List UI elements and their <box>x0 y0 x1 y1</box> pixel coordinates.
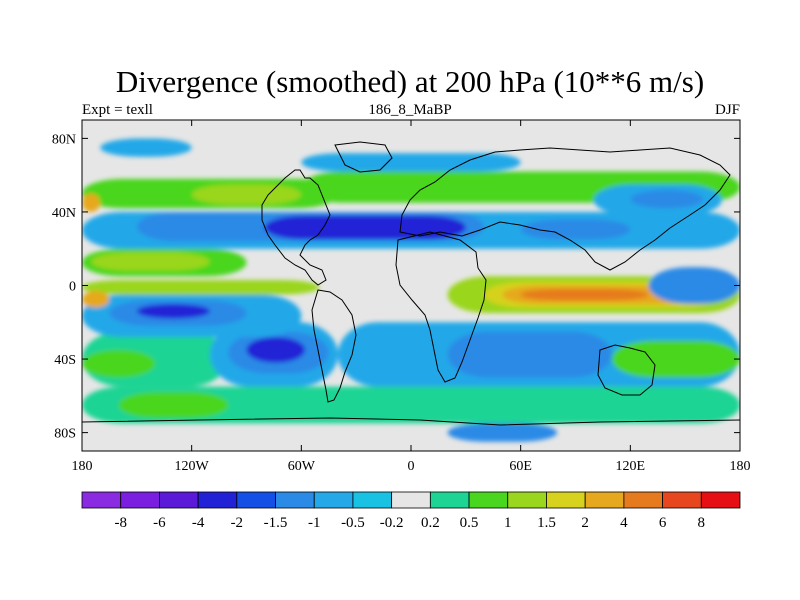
field-region-22 <box>301 153 521 172</box>
africa-outline <box>395 231 487 383</box>
colorbar-label: -8 <box>114 515 127 531</box>
colorbar-swatch <box>159 491 199 509</box>
north-america-outline <box>261 169 331 286</box>
colorbar: -8 -6 -4 -2 -1.5 -1 -0.5 -0.2 0.2 0.5 1 1.5 2 4 6 8 <box>81 491 741 531</box>
y-tick-label: 0 <box>69 280 76 295</box>
colorbar-label: 4 <box>620 515 628 531</box>
field-region-29 <box>648 267 740 304</box>
contour-fields <box>82 138 740 442</box>
eurasia-outline <box>399 147 731 271</box>
x-tick-label: 60W <box>288 459 316 474</box>
field-region-0 <box>82 386 740 424</box>
subtitle-left: Expt = texll <box>82 102 153 118</box>
colorbar-swatch <box>429 491 470 509</box>
field-region-31 <box>447 331 613 378</box>
colorbar-label: -1 <box>308 515 321 531</box>
field-region-11 <box>82 291 110 308</box>
colorbar-label: 1 <box>504 515 512 531</box>
y-axis: 80N 40N 0 40S 80S <box>52 132 740 442</box>
field-region-17 <box>520 219 631 240</box>
x-tick-label: 180 <box>72 459 93 474</box>
subtitle-center: 186_8_MaBP <box>368 102 451 118</box>
colorbar-label: 0.5 <box>460 515 479 531</box>
field-region-9 <box>136 303 210 319</box>
field-region-34 <box>447 423 558 442</box>
colorbar-swatch <box>662 491 702 509</box>
colorbar-swatch <box>546 491 586 509</box>
colorbar-label: -0.5 <box>341 515 365 531</box>
australia-outline <box>597 344 656 396</box>
y-tick-label: 40S <box>54 353 76 368</box>
x-tick-label: 0 <box>408 459 415 474</box>
colorbar-swatch <box>236 491 276 509</box>
colorbar-swatch <box>468 491 509 509</box>
x-tick-label: 120E <box>616 459 646 474</box>
x-axis: 180 120W 60W 0 60E 120E 180 <box>72 120 751 474</box>
chart-title: Divergence (smoothed) at 200 hPa (10**6 … <box>116 64 704 99</box>
field-region-20 <box>82 193 101 212</box>
antarctica-outline <box>82 417 740 426</box>
colorbar-swatch <box>391 491 431 509</box>
colorbar-label: -0.2 <box>380 515 404 531</box>
colorbar-label: 6 <box>659 515 667 531</box>
y-tick-label: 40N <box>52 206 76 221</box>
y-tick-label: 80S <box>54 427 76 442</box>
colorbar-swatch <box>81 491 122 509</box>
colorbar-swatch <box>584 491 625 509</box>
y-tick-label: 80N <box>52 132 76 147</box>
field-region-13 <box>91 252 210 271</box>
field-region-3 <box>82 349 156 378</box>
colorbar-swatch <box>275 491 315 509</box>
x-tick-label: 180 <box>730 459 751 474</box>
x-tick-label: 120W <box>175 459 210 474</box>
south-america-outline <box>311 289 357 403</box>
colorbar-swatch <box>507 491 547 509</box>
colorbar-label: 0.2 <box>421 515 440 531</box>
colorbar-swatch <box>197 491 238 509</box>
field-region-24 <box>630 189 704 209</box>
subtitle-right: DJF <box>715 102 740 118</box>
greenland-outline <box>334 141 393 173</box>
colorbar-swatch <box>623 491 663 509</box>
colorbar-label: -6 <box>153 515 166 531</box>
field-region-28 <box>520 289 649 301</box>
x-tick-label: 60E <box>509 459 532 474</box>
field-region-1 <box>118 392 229 418</box>
field-region-6 <box>246 336 305 363</box>
colorbar-swatch <box>700 491 741 509</box>
continent-outlines <box>82 141 740 426</box>
field-region-32 <box>612 340 740 378</box>
colorbar-swatch <box>120 491 160 509</box>
colorbar-swatch <box>313 491 354 509</box>
colorbar-label: -1.5 <box>264 515 288 531</box>
field-region-10 <box>82 279 320 295</box>
colorbar-label: -4 <box>192 515 205 531</box>
colorbar-label: 1.5 <box>537 515 556 531</box>
field-region-33 <box>100 138 192 157</box>
field-region-16 <box>264 215 466 240</box>
colorbar-label: -2 <box>231 515 244 531</box>
colorbar-label: 8 <box>698 515 706 531</box>
colorbar-label: 2 <box>581 515 589 531</box>
field-region-19 <box>191 184 302 205</box>
colorbar-swatch <box>352 491 393 509</box>
